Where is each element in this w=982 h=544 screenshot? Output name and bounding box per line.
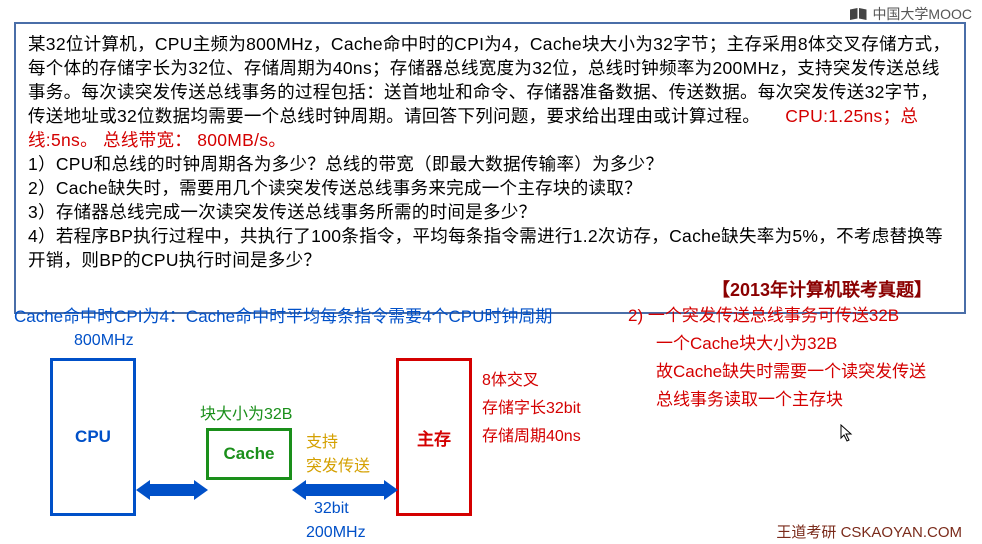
bus-freq-label: 200MHz [306, 524, 366, 542]
answer-2-l2: 一个Cache块大小为32B [628, 330, 837, 358]
question-4: 4）若程序BP执行过程中，共执行了100条指令，平均每条指令需进行1.2次访存，… [28, 224, 952, 272]
answer-2: 2) 一个突发传送总线事务可传送32B 一个Cache块大小为32B 故Cach… [628, 302, 968, 414]
watermark: 中国大学MOOC [850, 4, 972, 24]
answer-2-l3: 故Cache缺失时需要一个读突发传送 [628, 358, 926, 386]
cache-block-label: 块大小为32B [200, 400, 292, 424]
cpi-note: Cache命中时CPI为4：Cache命中时平均每条指令需要4个CPU时钟周期 [14, 307, 552, 326]
mem-cycle-label: 存储周期40ns [482, 422, 581, 446]
question-3: 3）存储器总线完成一次读突发传送总线事务所需的时间是多少？ [28, 200, 952, 224]
bus-arrow-cpu-cache [136, 484, 208, 496]
source-tag: 【2013年计算机联考真题】 [28, 276, 952, 302]
bus-burst-label: 突发传送 [306, 452, 370, 476]
architecture-diagram: 800MHz CPU 块大小为32B Cache 主存 8体交叉 存储字长32b… [14, 332, 634, 542]
question-box: 某32位计算机，CPU主频为800MHz，Cache命中时的CPI为4，Cach… [14, 22, 966, 314]
footer-link: 王道考研 CSKAOYAN.COM [776, 521, 962, 542]
cpu-freq-label: 800MHz [74, 332, 134, 350]
answer-2-l1: 一个突发传送总线事务可传送32B [648, 306, 899, 325]
mem-wordlen-label: 存储字长32bit [482, 394, 581, 418]
watermark-text: 中国大学MOOC [872, 4, 972, 24]
cache-box: Cache [206, 428, 292, 480]
question-intro: 某32位计算机，CPU主频为800MHz，Cache命中时的CPI为4，Cach… [28, 32, 952, 152]
bus-arrow-cache-mem [292, 484, 398, 496]
mem-interleave-label: 8体交叉 [482, 366, 539, 390]
bus-width-label: 32bit [314, 500, 349, 518]
cursor-icon [840, 424, 854, 447]
book-icon [850, 7, 868, 21]
cpu-box: CPU [50, 358, 136, 516]
question-1: 1）CPU和总线的时钟周期各为多少？总线的带宽（即最大数据传输率）为多少？ [28, 152, 952, 176]
answer-2-l4: 总线事务读取一个主存块 [628, 386, 843, 414]
answer-2-num: 2) [628, 306, 643, 325]
bus-support-label: 支持 [306, 428, 338, 452]
memory-box: 主存 [396, 358, 472, 516]
question-2: 2）Cache缺失时，需要用几个读突发传送总线事务来完成一个主存块的读取？ [28, 176, 952, 200]
